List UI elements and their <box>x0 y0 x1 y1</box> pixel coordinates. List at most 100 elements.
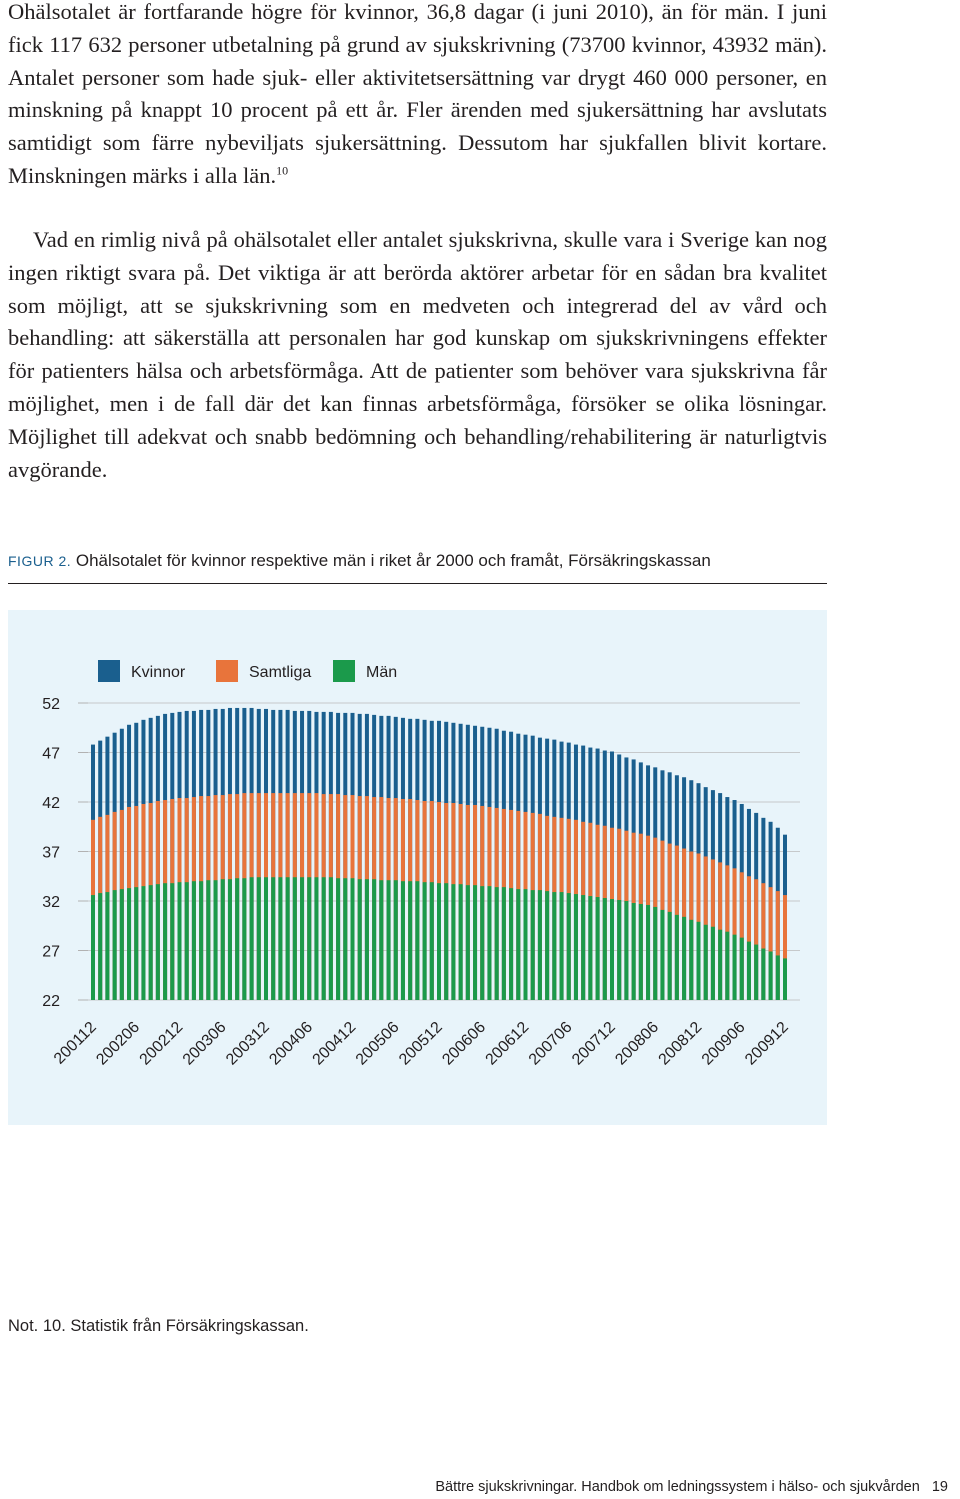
bar <box>343 878 348 1000</box>
bar <box>552 892 557 1000</box>
bar <box>638 903 643 1000</box>
bar <box>155 884 160 1000</box>
bar <box>783 895 787 1000</box>
bar <box>336 878 341 1000</box>
x-tick-label: 200912 <box>742 1019 792 1069</box>
bar <box>372 879 377 1000</box>
page-number: 19 <box>931 1479 948 1495</box>
bar <box>566 893 571 1000</box>
bar <box>480 886 485 1000</box>
bar <box>754 944 759 1000</box>
bar <box>631 902 636 1000</box>
x-tick-label: 200112 <box>51 1019 100 1068</box>
bar <box>501 887 506 1000</box>
bar <box>768 887 773 1000</box>
x-tick-label: 200412 <box>310 1019 360 1069</box>
chart-panel: 22 27 32 37 42 47 52 Kvinnor Samtliga Män 200112 20… <box>8 610 827 1125</box>
bar <box>703 924 708 1000</box>
bar <box>509 888 514 1000</box>
bar <box>256 877 261 1000</box>
bar <box>739 872 744 1000</box>
x-tick-label: 200406 <box>266 1019 316 1069</box>
bar <box>674 914 679 1000</box>
bar <box>746 941 751 1000</box>
legend-swatch <box>216 660 238 682</box>
bar <box>429 882 434 1000</box>
y-tick-label: 42 <box>42 795 60 812</box>
bar <box>581 895 586 1000</box>
y-tick-label: 27 <box>42 944 60 961</box>
footer-title: Bättre sjukskrivningar. Handbok om ledni… <box>435 1479 920 1495</box>
bar <box>285 877 290 1000</box>
bar <box>119 889 124 1000</box>
y-tick-label: 52 <box>42 696 60 713</box>
x-tick-label: 200812 <box>656 1019 706 1069</box>
bar <box>393 880 398 1000</box>
bar <box>761 948 766 1000</box>
bar <box>292 877 297 1000</box>
bar <box>357 879 362 1000</box>
bar <box>458 884 463 1000</box>
bar <box>667 911 672 1000</box>
bar <box>170 883 175 1000</box>
caption-text: Ohälsotalet för kvinnor respektive män i… <box>75 551 711 570</box>
bar <box>559 892 564 1000</box>
bar <box>148 885 153 1000</box>
y-tick-label: 32 <box>42 894 60 911</box>
bar <box>624 901 629 1000</box>
bar <box>660 909 665 1000</box>
bar <box>235 878 240 1000</box>
bar <box>775 955 780 1000</box>
bar <box>213 880 218 1000</box>
bar <box>415 881 420 1000</box>
bar <box>91 895 95 1000</box>
bar <box>98 893 103 1000</box>
x-tick-label: 200306 <box>180 1019 230 1069</box>
bar <box>768 951 773 1000</box>
bar <box>595 897 600 1000</box>
bar <box>408 881 413 1000</box>
x-tick-label: 200312 <box>223 1019 273 1069</box>
x-tick-label: 200206 <box>93 1019 143 1069</box>
legend-label: Män <box>366 664 397 681</box>
bar <box>523 889 528 1000</box>
bar <box>386 880 391 1000</box>
bar <box>783 958 787 1000</box>
y-tick-label: 22 <box>42 993 60 1010</box>
bar <box>112 890 117 1000</box>
bar <box>105 892 110 1000</box>
bar <box>710 926 715 1000</box>
bar <box>451 884 456 1000</box>
x-tick-label: 200712 <box>569 1019 619 1069</box>
bar <box>653 906 658 1000</box>
bar <box>163 883 168 1000</box>
x-tick-label: 200512 <box>396 1019 446 1069</box>
bar <box>739 937 744 1000</box>
bar <box>422 882 427 1000</box>
bar <box>328 877 333 1000</box>
bar <box>220 879 225 1000</box>
bar <box>746 876 751 1000</box>
bar <box>537 890 542 1000</box>
bar <box>696 921 701 1000</box>
legend-swatch <box>333 660 355 682</box>
bar <box>775 891 780 1000</box>
bar <box>199 881 204 1000</box>
x-tick-label: 200612 <box>483 1019 533 1069</box>
bar <box>379 880 384 1000</box>
legend-label: Samtliga <box>249 664 311 681</box>
bar <box>516 889 521 1000</box>
bar <box>134 887 139 1000</box>
paragraph: Ohälsotalet är fortfarande högre för kvi… <box>8 0 827 193</box>
figure-label: FIGUR 2. <box>8 553 72 569</box>
x-tick-label: 200806 <box>612 1019 662 1069</box>
bar <box>646 904 651 1000</box>
legend-swatch <box>98 660 120 682</box>
bar <box>588 896 593 1000</box>
footnote: Not. 10. Statistik från Försäkringskassa… <box>8 1317 309 1335</box>
bar <box>141 886 146 1000</box>
bar <box>682 916 687 1000</box>
bar <box>530 890 535 1000</box>
bar <box>473 885 478 1000</box>
bar <box>494 887 499 1000</box>
